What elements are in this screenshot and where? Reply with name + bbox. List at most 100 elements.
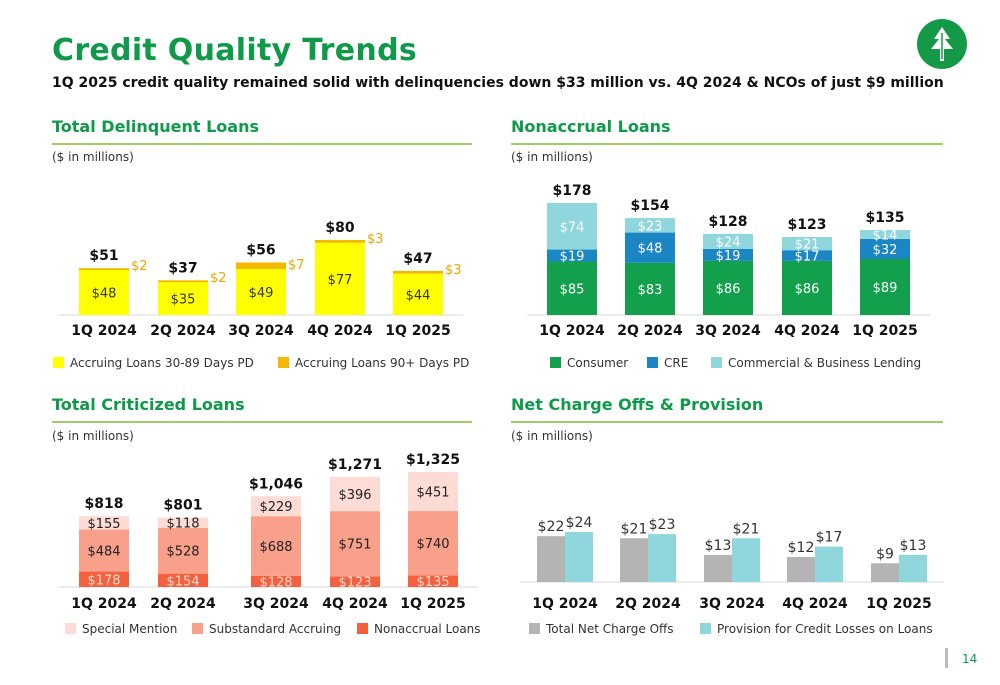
nonaccrual-tick-label-4: 1Q 2025 [852, 323, 917, 339]
delinquent-total-label-2: $56 [246, 243, 275, 259]
nco-legend-swatch-0 [529, 623, 540, 634]
nonaccrual-legend-label-2: Commercial & Business Lending [728, 356, 921, 370]
delinquent-data-label-0-0: $48 [92, 287, 117, 302]
nonaccrual-data-label-0-0: $85 [560, 282, 585, 297]
nonaccrual-tick-label-3: 4Q 2024 [774, 323, 840, 339]
criticized-tick-label-0: 1Q 2024 [71, 596, 137, 612]
delinquent-data-label-1-4: $3 [445, 263, 462, 278]
nonaccrual-bar-2-0 [547, 203, 597, 250]
nco-data-label-0-4: $9 [876, 546, 894, 562]
criticized-bar-2-4 [408, 471, 458, 512]
nco-data-label-1-0: $24 [566, 515, 593, 531]
nco-legend-swatch-1 [700, 623, 711, 634]
delinquent-legend-swatch-1 [278, 357, 289, 368]
criticized-data-label-2-1: $118 [166, 517, 199, 532]
nonaccrual-panel-rule [511, 143, 943, 145]
delinquent-bar-1-4 [393, 270, 443, 274]
nco-bar-1-1 [648, 534, 676, 582]
delinquent-total-label-0: $51 [89, 248, 118, 264]
page-number: 14 [962, 652, 978, 666]
criticized-tick-label-1: 2Q 2024 [150, 596, 216, 612]
delinquent-tick-label-3: 4Q 2024 [307, 323, 373, 339]
criticized-bar-0-0 [79, 571, 129, 587]
nco-legend-label-0: Total Net Charge Offs [545, 622, 674, 636]
nonaccrual-bar-0-0 [547, 261, 597, 315]
nco-tick-label-1: 2Q 2024 [615, 596, 681, 612]
delinquent-units: ($ in millions) [52, 150, 134, 164]
criticized-data-label-0-0: $178 [87, 573, 120, 588]
nonaccrual-tick-label-1: 2Q 2024 [617, 323, 683, 339]
criticized-legend-swatch-0 [65, 623, 76, 634]
delinquent-data-label-1-3: $3 [367, 232, 384, 247]
nonaccrual-data-label-0-4: $89 [873, 281, 898, 296]
nco-tick-label-4: 1Q 2025 [866, 596, 931, 612]
criticized-bar-0-1 [158, 573, 208, 587]
nonaccrual-units: ($ in millions) [511, 150, 593, 164]
delinquent-bar-0-4 [393, 273, 443, 315]
nco-bar-1-4 [899, 554, 927, 582]
criticized-bar-1-0 [79, 529, 129, 572]
criticized-data-label-1-4: $740 [416, 537, 449, 552]
criticized-data-label-0-1: $154 [166, 574, 199, 589]
nonaccrual-bar-1-4 [860, 238, 910, 259]
criticized-units: ($ in millions) [52, 429, 134, 443]
criticized-total-label-3: $1,271 [328, 457, 382, 473]
delinquent-tick-label-1: 2Q 2024 [150, 323, 216, 339]
criticized-legend-swatch-1 [192, 623, 203, 634]
nonaccrual-tick-label-0: 1Q 2024 [539, 323, 605, 339]
criticized-data-label-0-2: $128 [259, 575, 292, 590]
nco-data-label-0-2: $13 [705, 538, 732, 554]
nco-bar-1-0 [565, 532, 593, 582]
criticized-panel-rule [52, 421, 472, 423]
criticized-total-label-4: $1,325 [406, 452, 460, 468]
criticized-bar-1-1 [158, 527, 208, 574]
delinquent-bar-0-2 [236, 269, 286, 315]
criticized-data-label-2-4: $451 [416, 485, 449, 500]
delinquent-tick-label-4: 1Q 2025 [385, 323, 450, 339]
nonaccrual-data-label-2-3: $21 [795, 238, 820, 253]
criticized-bar-2-0 [79, 516, 129, 530]
nonaccrual-bar-1-3 [782, 250, 832, 261]
nonaccrual-total-label-2: $128 [709, 214, 748, 230]
delinquent-data-label-0-2: $49 [249, 286, 274, 301]
nco-bar-0-4 [871, 563, 899, 582]
nonaccrual-bar-0-4 [860, 259, 910, 315]
nonaccrual-data-label-1-4: $32 [873, 243, 898, 258]
criticized-data-label-2-2: $229 [259, 500, 292, 515]
nonaccrual-total-label-4: $135 [866, 210, 905, 226]
criticized-legend-label-0: Special Mention [82, 622, 177, 636]
criticized-bar-2-2 [251, 496, 301, 517]
criticized-total-label-1: $801 [164, 498, 203, 514]
criticized-bar-2-1 [158, 517, 208, 528]
delinquent-total-label-1: $37 [168, 260, 197, 276]
nonaccrual-total-label-3: $123 [788, 217, 827, 233]
nonaccrual-panel-title: Nonaccrual Loans [511, 117, 671, 136]
criticized-data-label-1-3: $751 [338, 538, 371, 553]
criticized-data-label-0-4: $135 [416, 575, 449, 590]
nonaccrual-data-label-1-0: $19 [560, 250, 585, 265]
criticized-bar-0-4 [408, 575, 458, 587]
nco-data-label-1-1: $23 [649, 517, 676, 533]
criticized-legend-label-2: Nonaccrual Loans [374, 622, 481, 636]
nco-data-label-0-3: $12 [788, 540, 815, 556]
delinquent-tick-label-0: 1Q 2024 [71, 323, 137, 339]
nonaccrual-data-label-2-1: $23 [638, 219, 663, 234]
nonaccrual-data-label-1-2: $19 [716, 249, 741, 264]
criticized-data-label-1-1: $528 [166, 545, 199, 560]
nonaccrual-bar-2-1 [625, 218, 675, 233]
delinquent-panel-title: Total Delinquent Loans [52, 117, 259, 136]
nonaccrual-bar-2-4 [860, 230, 910, 239]
criticized-bar-1-4 [408, 511, 458, 576]
nonaccrual-bar-2-3 [782, 236, 832, 251]
nco-data-label-1-3: $17 [816, 530, 843, 546]
nonaccrual-data-label-0-2: $86 [716, 282, 741, 297]
delinquent-bar-1-3 [315, 240, 365, 243]
delinquent-tick-label-2: 3Q 2024 [228, 323, 294, 339]
criticized-bar-2-3 [330, 476, 380, 512]
delinquent-bar-0-0 [79, 270, 129, 315]
nonaccrual-legend-swatch-1 [647, 357, 658, 368]
delinquent-legend-label-1: Accruing Loans 90+ Days PD [295, 356, 469, 370]
delinquent-bar-1-0 [79, 268, 129, 270]
criticized-data-label-1-2: $688 [259, 540, 292, 555]
